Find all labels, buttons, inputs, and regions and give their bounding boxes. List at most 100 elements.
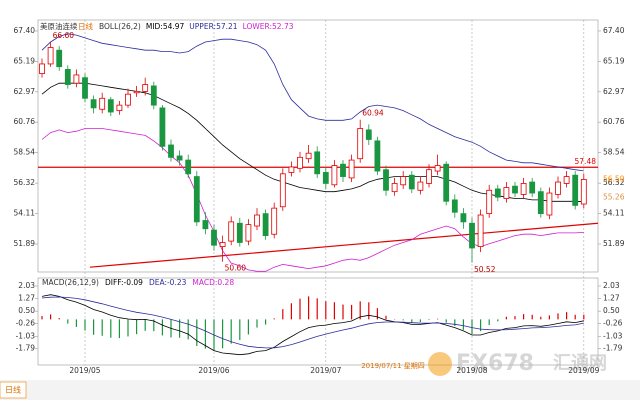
candle-body [159,107,166,147]
candle-body [391,183,398,193]
price-annotation: 50.52 [474,265,496,274]
legend-label: MID:54.97 [146,22,185,31]
candle-body [305,152,312,160]
footer-bar [0,380,640,400]
boll-line [41,128,584,272]
candle-body [529,181,536,194]
y-tick-label: 51.89 [14,239,36,248]
candle-body [486,189,493,215]
candle-body [211,229,217,246]
candle-body [193,176,200,223]
y-tick-label: 67.40 [14,26,36,35]
legend-label: DIFF:-0.09 [105,278,143,287]
candle-body [503,187,510,199]
y-tick-label: -1.03 [16,331,36,340]
legend-label: MACD(26,12,9) [42,278,99,287]
candle-body [322,172,329,184]
candle-body [348,159,355,179]
x-tick-label: 2019/09 [568,366,599,375]
price-annotation: 50.60 [225,264,247,273]
candle-body [219,242,226,247]
y-tick-label-right: 54.11 [603,208,625,217]
candle-body [90,99,97,109]
candle-body [408,174,415,190]
candle-body [39,63,45,74]
candle-body [228,221,235,242]
candle-body [254,214,260,227]
candle-body [176,155,183,161]
legend-label: MACD:0.28 [192,278,234,287]
legend-label: DEA:-0.23 [149,278,187,287]
candle-body [245,224,252,242]
y-tick-label: 2.03 [18,281,35,290]
y-tick-label-right: 0.50 [603,306,620,315]
y-tick-label: 56.32 [14,178,36,187]
y-tick-label-right: 2.03 [603,281,620,290]
y-tick-label-right: -0.26 [603,319,623,328]
main-group: 67.40 67.40 65.19 65.19 62.97 62.97 60.76 60.76… [14,20,625,375]
candle-body [460,213,467,223]
cursor-date: 2019/07/11 星期四 [361,362,425,370]
price-annotation: 60.94 [362,109,384,118]
boll-line [41,82,584,203]
candle-body [494,188,501,198]
candle-body [168,144,174,158]
candle-body [443,163,450,202]
trend-line [89,222,599,268]
y-tick-label-right: -1.79 [603,344,623,353]
y-tick-label-right: 67.40 [603,26,625,35]
legend-label: UPPER:57.21 [189,22,237,31]
y-tick-label: 1.27 [18,294,35,303]
candle-body [357,128,364,160]
price-annotation: 66.60 [53,31,75,40]
x-tick-label: 2019/06 [198,366,229,375]
period-tab-label[interactable]: 日线 [5,385,21,395]
candle-body [383,169,389,191]
candle-body [537,191,544,215]
candle-body [142,84,149,92]
candle-body [125,93,131,106]
candle-body [520,183,527,195]
y-tick-label-right: 62.97 [603,87,625,96]
y-tick-label: 0.50 [18,306,35,315]
candle-body [469,222,475,249]
candle-body [150,85,157,106]
x-tick-label: 2019/07 [310,366,341,375]
chart-title: 美原油连续 [40,21,78,31]
y-tick-label: -1.79 [16,344,36,353]
y-tick-label-right: -1.03 [603,331,623,340]
legend-label: LOWER:52.73 [243,22,294,31]
candle-body [340,163,346,177]
candle-body [82,77,88,99]
y-tick-label: 62.97 [14,87,36,96]
y-tick-label: 60.76 [14,117,36,126]
candle-body [451,199,458,213]
y-tick-label-right: 60.76 [603,117,625,126]
candle-body [56,49,63,68]
candle-body [417,181,424,191]
candle-body [426,169,432,184]
y-tick-label: 65.19 [14,56,36,65]
candle-body [47,47,54,65]
candle-body [555,181,561,195]
candle-body [580,179,587,205]
candle-body [434,165,441,172]
y-tick-label-right: 56.32 [603,178,625,187]
main-panel [37,19,599,273]
candle-body [297,156,303,169]
candle-body [107,99,114,113]
candle-body [331,165,338,186]
candle-body [477,214,484,247]
candle-body [271,207,278,235]
macd-line [41,294,584,356]
macd-panel [37,277,599,366]
y-tick-label: 54.11 [14,208,36,217]
y-tick-label-right: 1.27 [603,294,620,303]
period-tab[interactable] [0,381,27,399]
watermark: FX678 [456,351,534,376]
x-tick-label: 2019/05 [69,366,100,375]
y-tick-label-right: 58.54 [603,148,625,157]
candle-body [185,159,192,175]
